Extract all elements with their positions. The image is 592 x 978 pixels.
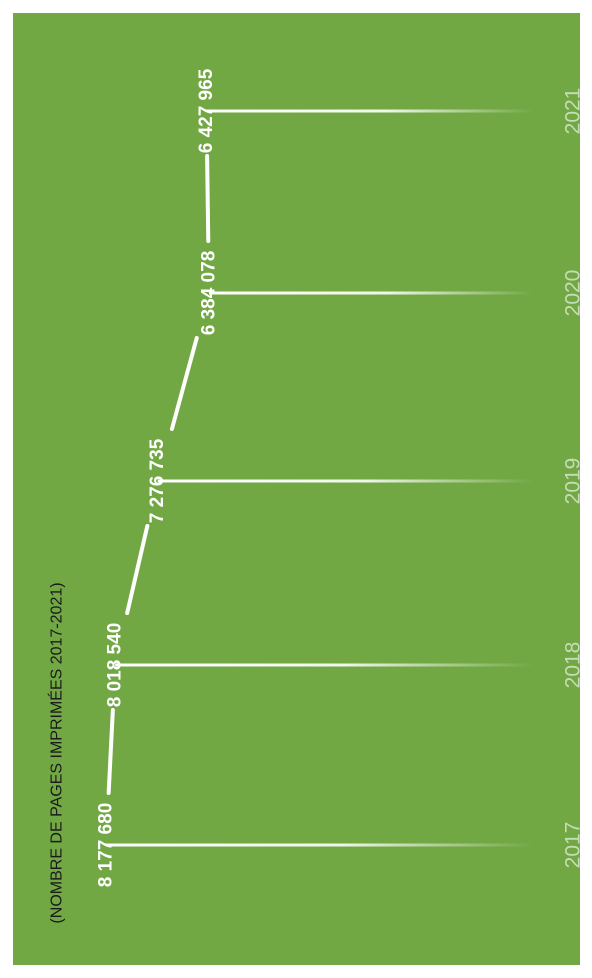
stem-2019 [157, 479, 533, 483]
series-segment-2019-2020 [169, 336, 199, 431]
value-label-2019: 7 276 735 [147, 438, 168, 523]
series-segment-2020-2021 [205, 154, 211, 243]
stem-2018 [115, 663, 533, 667]
chart-panel: 8 177 680 8 018 540 7 276 735 6 384 078 6 42… [13, 13, 580, 965]
chart-marks: 8 177 680 8 018 540 7 276 735 6 384 078 6 42… [47, 68, 581, 923]
category-label-2019: 2019 [562, 458, 581, 505]
category-label-2018: 2018 [562, 642, 581, 689]
stem-2017 [106, 843, 533, 847]
value-label-2020: 6 384 078 [199, 251, 220, 336]
category-label-2020: 2020 [562, 270, 581, 317]
category-label-2017: 2017 [562, 822, 581, 869]
stem-2021 [206, 109, 533, 113]
chart-title: (NOMBRE DE PAGES IMPRIMÉES 2017-2021) [47, 582, 66, 923]
value-label-2017: 8 177 680 [96, 803, 117, 888]
category-label-2021: 2021 [562, 88, 581, 135]
series-segment-2018-2019 [125, 524, 150, 615]
chart-svg: 8 177 680 8 018 540 7 276 735 6 384 078 6 42… [13, 13, 580, 965]
series-segment-2017-2018 [106, 708, 115, 795]
chart-background [13, 13, 580, 965]
stem-2020 [209, 291, 533, 295]
value-label-2018: 8 018 540 [105, 623, 126, 708]
value-label-2021: 6 427 965 [196, 68, 217, 153]
